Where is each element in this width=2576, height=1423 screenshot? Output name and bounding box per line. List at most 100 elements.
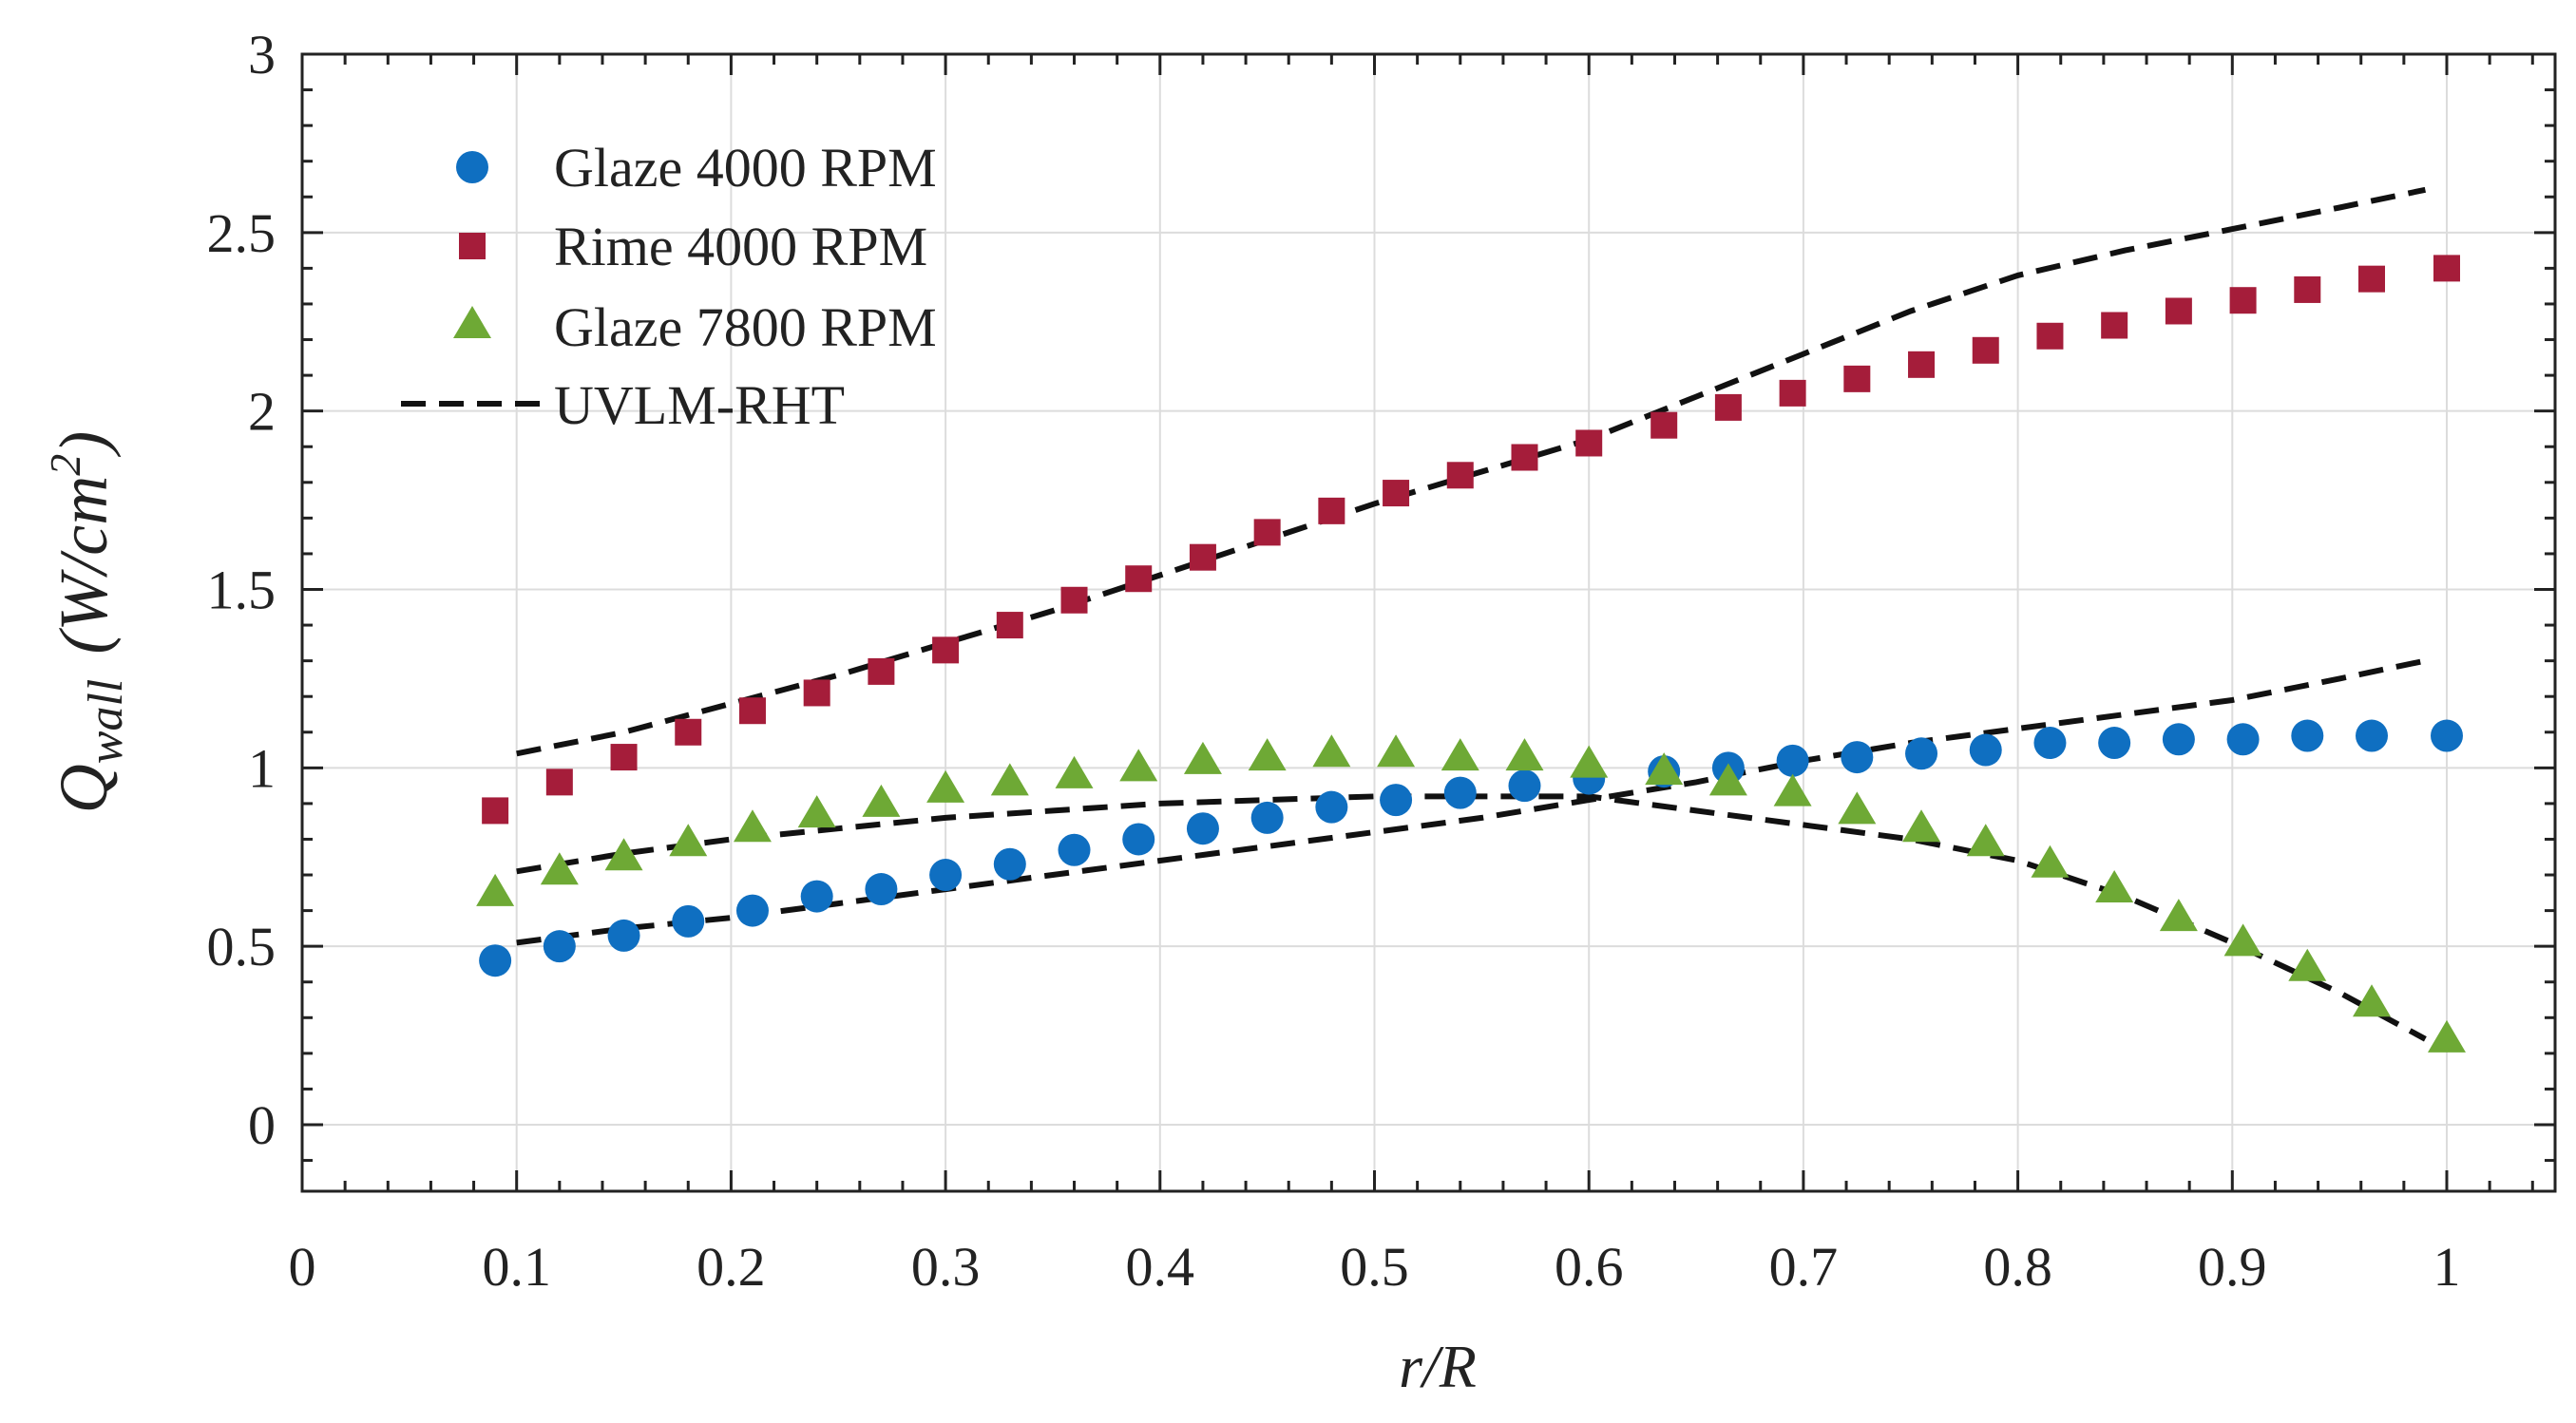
x-tick-label: 0.7 — [1769, 1236, 1839, 1298]
legend-marker-glaze-4000 — [456, 151, 488, 183]
legend: Glaze 4000 RPM Rime 4000 RPM Glaze 7800 … — [401, 137, 937, 436]
rime-4000-point — [738, 697, 766, 725]
y-tick-label: 2.5 — [207, 202, 277, 264]
rime-4000-point — [482, 797, 509, 825]
glaze-7800-point — [1645, 752, 1684, 786]
glaze-4000-point — [2226, 723, 2260, 756]
rime-4000-point — [1125, 565, 1153, 593]
rime-4000-point — [996, 612, 1023, 639]
glaze-7800-point — [2095, 870, 2134, 903]
y-axis-title-unit-close: ) — [46, 431, 122, 458]
glaze-4000-point — [479, 944, 512, 977]
uvlm-rht-curves — [516, 186, 2427, 1042]
glaze-7800-point — [1183, 741, 1222, 774]
rime-4000-point — [2229, 287, 2257, 314]
glaze-4000-point — [800, 880, 833, 913]
legend-label-glaze-4000: Glaze 4000 RPM — [554, 137, 937, 199]
rime-4000-point — [1972, 336, 1999, 364]
legend-marker-rime-4000 — [459, 233, 486, 259]
y-tick-label: 1.5 — [207, 560, 277, 621]
y-axis-title: Qwall (W/cm2) — [41, 431, 133, 813]
glaze-7800-point — [990, 763, 1029, 796]
x-axis-title: r/R — [1399, 1333, 1477, 1400]
rime-4000-point — [1318, 497, 1345, 524]
glaze-7800-point — [1505, 738, 1544, 771]
y-tick-label: 3 — [248, 24, 276, 85]
glaze-7800-point — [2159, 899, 2198, 932]
glaze-4000-point — [2291, 719, 2324, 752]
glaze-4000-point — [1969, 733, 2002, 767]
glaze-7800-point — [604, 838, 643, 871]
glaze-7800-point — [476, 873, 515, 906]
glaze-7800-point — [1248, 738, 1287, 771]
x-tick-label: 0.6 — [1555, 1236, 1624, 1298]
glaze-4000-point — [1776, 744, 1809, 777]
rime-4000-point — [803, 679, 830, 707]
rime-4000-point — [545, 768, 573, 796]
y-tick-label: 2 — [248, 381, 276, 443]
glaze-4000-point — [1122, 823, 1155, 856]
grid-lines — [302, 54, 2555, 1191]
y-tick-label: 0 — [248, 1094, 276, 1156]
glaze-7800-point — [1902, 809, 1941, 843]
y-axis-title-unit: (W/cm — [46, 476, 122, 655]
x-tick-label: 0.1 — [482, 1236, 551, 1298]
glaze-7800-point — [2223, 923, 2262, 957]
glaze-7800-point — [926, 769, 965, 803]
rime-4000-point — [1060, 586, 1088, 614]
glaze-4000-point — [1380, 784, 1413, 817]
glaze-7800-point — [1377, 734, 1416, 768]
glaze-4000-point — [607, 919, 640, 952]
axis-ticks — [300, 52, 2555, 1191]
glaze-4000-point — [993, 847, 1026, 881]
tick-labels: 0 0.1 0.2 0.3 0.4 0.5 0.6 0.7 0.8 0.9 1 0 0.5 1 1.5 2 2.… — [207, 24, 2461, 1298]
rime-4000-point — [1511, 444, 1538, 471]
glaze-4000-point — [1186, 812, 1219, 845]
rime-4000-point — [2433, 255, 2460, 282]
uvlm-rht-curve-2 — [516, 657, 2427, 946]
glaze-7800-point — [1838, 791, 1877, 825]
y-tick-label: 0.5 — [207, 916, 277, 977]
uvlm-rht-curve-3 — [516, 793, 2427, 1042]
glaze-4000-point — [929, 859, 963, 892]
glaze-4000-point — [735, 894, 769, 927]
rime-4000-point — [1383, 480, 1410, 507]
glaze-7800-point — [1312, 734, 1351, 768]
glaze-7800-point — [1119, 749, 1158, 782]
rime-4000-point — [1651, 411, 1678, 439]
rime-4000-point — [2036, 322, 2064, 350]
legend-label-rime-4000: Rime 4000 RPM — [554, 216, 927, 277]
glaze-7800-point — [2288, 948, 2327, 981]
rime-4000-point — [610, 744, 638, 771]
y-tick-label: 1 — [248, 737, 276, 799]
glaze-7800-point — [862, 784, 901, 817]
x-tick-label: 0.9 — [2198, 1236, 2267, 1298]
x-tick-label: 0.4 — [1126, 1236, 1195, 1298]
glaze-7800-point — [797, 795, 836, 828]
legend-label-uvlm-rht: UVLM-RHT — [554, 374, 845, 436]
rime-4000-point — [1446, 462, 1474, 489]
glaze-7800-point — [1570, 745, 1609, 778]
rime-4000-point — [2101, 312, 2128, 339]
rime-4000-point — [2358, 265, 2386, 293]
x-tick-label: 0.5 — [1340, 1236, 1409, 1298]
glaze-4000-point — [2162, 723, 2195, 756]
y-axis-title-unit-sup: 2 — [41, 454, 89, 476]
rime-4000-point — [2294, 275, 2321, 303]
glaze-7800-point — [1055, 755, 1094, 788]
glaze-7800-point — [2353, 984, 2392, 1017]
rime-4000-point — [675, 718, 702, 746]
glaze-7800-point — [1708, 763, 1747, 796]
glaze-7800-point — [669, 824, 708, 857]
rime-4000-point — [1714, 393, 1742, 421]
plot-frame — [300, 52, 2557, 1193]
glaze-4000-point — [2033, 727, 2067, 760]
rime-4000-point — [1843, 365, 1871, 392]
glaze-4000-point — [2356, 719, 2389, 752]
glaze-4000-point — [1315, 790, 1348, 824]
data-markers — [476, 255, 2466, 1053]
glaze-4000-point — [1443, 776, 1477, 809]
x-tick-label: 0.3 — [911, 1236, 981, 1298]
glaze-4000-point — [1058, 833, 1091, 866]
